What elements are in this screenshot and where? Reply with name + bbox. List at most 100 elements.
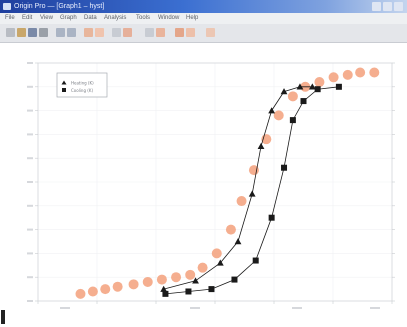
title-bar: Origin Pro — [Graph1 – hyst]	[0, 0, 407, 13]
scale-icon[interactable]	[145, 28, 154, 37]
circle-point	[369, 67, 380, 78]
grid	[38, 63, 392, 301]
square-point	[281, 164, 288, 171]
circle-point	[197, 262, 208, 273]
triangle-point	[280, 88, 288, 95]
y-tick-label	[27, 252, 33, 255]
zoom-out-icon[interactable]	[67, 28, 76, 37]
y-tick-label	[27, 85, 33, 88]
y-tick-label	[27, 204, 33, 207]
menu-data[interactable]: Data	[84, 15, 97, 21]
y-tick-label	[27, 133, 33, 136]
triangle-point	[308, 83, 316, 90]
circle-point	[87, 286, 98, 297]
circle-point	[171, 272, 182, 283]
y-tick-label	[27, 157, 33, 160]
legend-box	[56, 72, 108, 98]
square-point	[289, 117, 296, 124]
circle-point	[273, 110, 284, 121]
menu-edit[interactable]: Edit	[22, 15, 33, 21]
y-axis	[27, 62, 395, 302]
triangle-point	[216, 259, 224, 266]
y-tick-label	[27, 300, 33, 302]
circle-point	[128, 279, 139, 290]
series-line-triangle	[163, 86, 313, 290]
draw-icon[interactable]	[95, 28, 104, 37]
y-tick-label	[27, 276, 33, 279]
minimize-button[interactable]	[372, 2, 381, 11]
print-icon[interactable]	[39, 28, 48, 37]
x-axis	[37, 301, 393, 309]
y-tick-label	[27, 109, 33, 112]
triangle-point	[248, 190, 256, 197]
menu-tools[interactable]: Tools	[136, 15, 151, 21]
select-icon[interactable]	[84, 28, 93, 37]
menu-help[interactable]: Help	[186, 15, 199, 21]
circle-point	[156, 274, 167, 285]
triangle-point	[296, 83, 304, 90]
menu-analysis[interactable]: Analysis	[104, 15, 127, 21]
triangle-point	[192, 277, 199, 284]
left-edge-marker	[1, 310, 5, 324]
layer-icon-2[interactable]	[175, 28, 184, 37]
open-icon[interactable]	[17, 28, 26, 37]
layer-icon[interactable]	[156, 28, 165, 37]
text-icon[interactable]	[112, 28, 121, 37]
menu-graph[interactable]: Graph	[60, 15, 77, 21]
square-point	[162, 290, 169, 297]
menu-view[interactable]: View	[40, 15, 53, 21]
circle-point	[112, 281, 123, 292]
triangle-point	[160, 285, 168, 292]
maximize-button[interactable]	[383, 2, 392, 11]
hysteresis-chart[interactable]: Heating (K) Cooling (K)	[0, 43, 407, 327]
app-icon[interactable]	[3, 3, 11, 10]
circle-point	[225, 224, 236, 235]
data-reader-icon[interactable]	[123, 28, 132, 37]
circle-point	[142, 276, 153, 287]
triangle-point	[257, 142, 265, 150]
menu-bar: File Edit View Graph Data Analysis Tools…	[0, 13, 407, 24]
square-point	[314, 86, 321, 93]
circle-point	[211, 248, 222, 259]
toolbar	[0, 24, 407, 43]
circle-point	[236, 196, 247, 207]
menu-window[interactable]: Window	[158, 15, 180, 21]
new-icon[interactable]	[6, 28, 15, 37]
circle-point	[75, 288, 86, 299]
y-tick-label	[27, 62, 33, 64]
square-point	[252, 257, 259, 264]
triangle-point	[234, 238, 242, 245]
circle-point	[342, 69, 353, 80]
legend-label-heating: Heating (K)	[71, 81, 94, 86]
color-icon[interactable]	[186, 28, 195, 37]
circle-point	[355, 67, 366, 78]
circle-point	[100, 284, 111, 295]
x-tick-label	[370, 307, 380, 309]
square-point	[231, 276, 238, 283]
square-point	[335, 83, 342, 90]
y-tick-label	[27, 228, 33, 231]
y-tick-label	[27, 181, 33, 183]
triangle-point	[268, 107, 276, 114]
circle-point	[314, 77, 325, 88]
legend[interactable]: Heating (K) Cooling (K)	[56, 72, 108, 98]
circle-point	[185, 269, 196, 280]
window-title: Origin Pro — [Graph1 – hyst]	[14, 3, 105, 10]
export-icon[interactable]	[206, 28, 215, 37]
x-tick-label	[292, 307, 302, 309]
square-point	[208, 286, 215, 293]
x-tick-label	[60, 307, 70, 309]
menu-file[interactable]: File	[5, 15, 15, 21]
series-line-square	[165, 86, 339, 295]
circle-point	[287, 91, 298, 102]
legend-square-marker	[62, 88, 66, 92]
circle-point	[328, 72, 339, 83]
square-point	[300, 98, 307, 105]
close-button[interactable]	[394, 2, 403, 11]
series	[75, 67, 380, 299]
square-point	[185, 288, 192, 295]
square-point	[268, 214, 275, 221]
save-icon[interactable]	[28, 28, 37, 37]
zoom-in-icon[interactable]	[56, 28, 65, 37]
